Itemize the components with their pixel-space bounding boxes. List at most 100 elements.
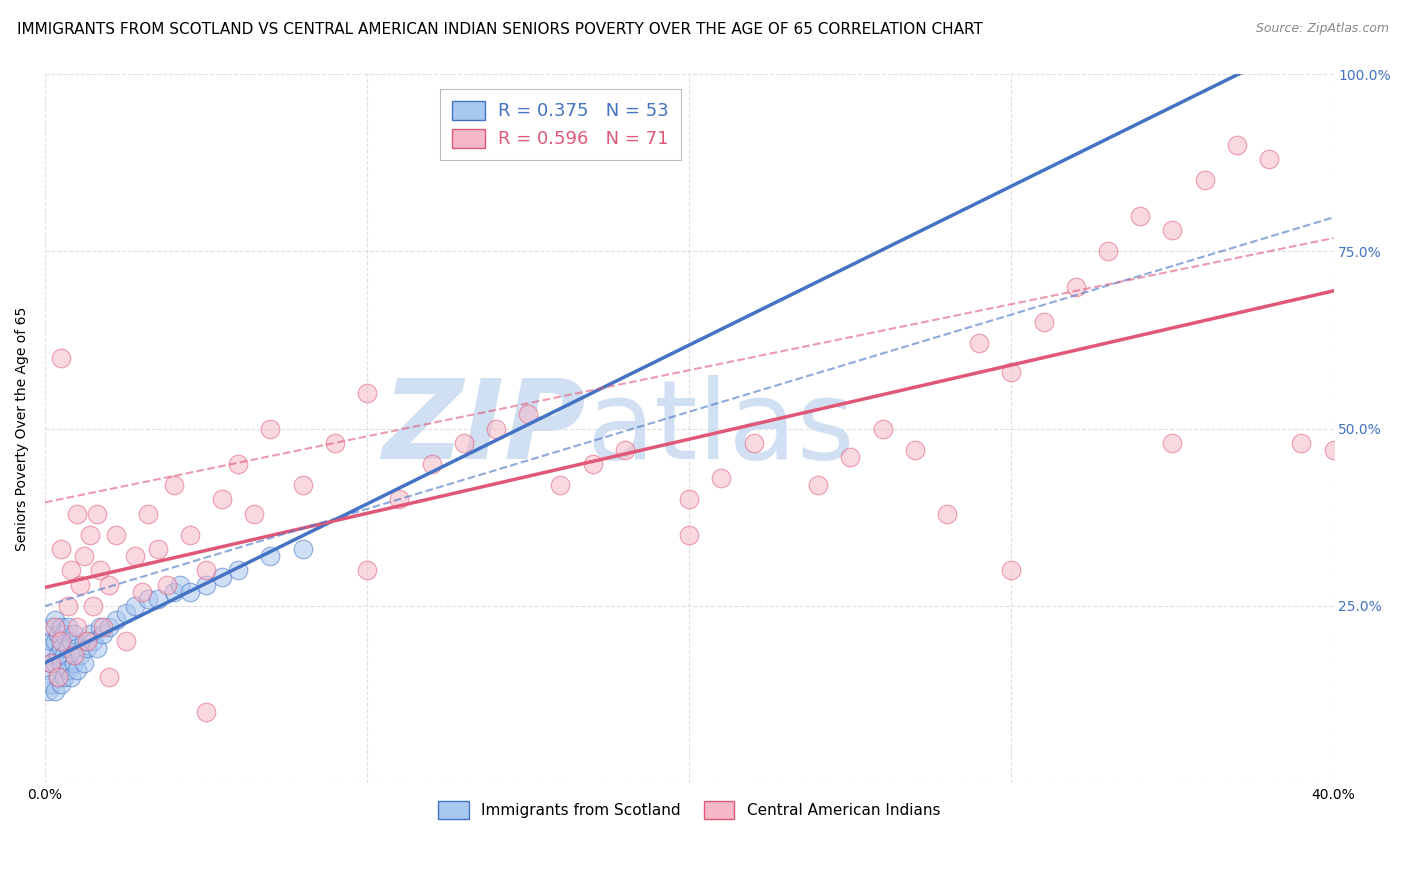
Point <box>76 641 98 656</box>
Point <box>581 457 603 471</box>
Point <box>156 577 179 591</box>
Point <box>420 457 443 471</box>
Point <box>41 656 63 670</box>
Point <box>1322 442 1344 457</box>
Point <box>63 627 86 641</box>
Point <box>1194 173 1216 187</box>
Point <box>49 351 72 365</box>
Point <box>453 435 475 450</box>
Y-axis label: Seniors Poverty Over the Age of 65: Seniors Poverty Over the Age of 65 <box>15 307 30 550</box>
Point <box>56 641 79 656</box>
Point <box>1161 435 1184 450</box>
Point <box>1000 563 1022 577</box>
Point <box>49 641 72 656</box>
Point <box>613 442 636 457</box>
Point <box>195 705 218 719</box>
Point <box>179 584 201 599</box>
Point <box>104 528 127 542</box>
Point <box>243 507 266 521</box>
Point <box>37 663 59 677</box>
Point <box>79 528 101 542</box>
Point <box>388 492 411 507</box>
Point <box>59 670 82 684</box>
Point <box>56 599 79 613</box>
Legend: Immigrants from Scotland, Central American Indians: Immigrants from Scotland, Central Americ… <box>432 795 946 825</box>
Point <box>46 648 69 663</box>
Point <box>69 577 91 591</box>
Point <box>91 620 114 634</box>
Point <box>53 670 76 684</box>
Point <box>678 528 700 542</box>
Point <box>44 634 66 648</box>
Point <box>124 599 146 613</box>
Point <box>44 656 66 670</box>
Point <box>44 613 66 627</box>
Point <box>98 670 121 684</box>
Point <box>291 478 314 492</box>
Point <box>226 457 249 471</box>
Point <box>114 606 136 620</box>
Point <box>56 663 79 677</box>
Point <box>89 563 111 577</box>
Point <box>146 542 169 557</box>
Text: ZIP: ZIP <box>382 375 586 482</box>
Point <box>49 634 72 648</box>
Point <box>98 577 121 591</box>
Point <box>356 386 378 401</box>
Point <box>104 613 127 627</box>
Point <box>1258 152 1281 166</box>
Point <box>226 563 249 577</box>
Point <box>163 478 186 492</box>
Point <box>37 641 59 656</box>
Point <box>211 570 233 584</box>
Point <box>259 421 281 435</box>
Point <box>356 563 378 577</box>
Point <box>98 620 121 634</box>
Point <box>1161 223 1184 237</box>
Point <box>66 620 89 634</box>
Point <box>49 656 72 670</box>
Point <box>76 634 98 648</box>
Point <box>710 471 733 485</box>
Point <box>56 620 79 634</box>
Point <box>46 670 69 684</box>
Point <box>136 591 159 606</box>
Point <box>485 421 508 435</box>
Point <box>114 634 136 648</box>
Point <box>124 549 146 563</box>
Point <box>53 627 76 641</box>
Point <box>49 542 72 557</box>
Point <box>211 492 233 507</box>
Point <box>904 442 927 457</box>
Point <box>41 620 63 634</box>
Point <box>66 507 89 521</box>
Point <box>53 648 76 663</box>
Point <box>291 542 314 557</box>
Point <box>1032 315 1054 329</box>
Point <box>967 336 990 351</box>
Point <box>63 648 86 663</box>
Point <box>1291 435 1313 450</box>
Point <box>82 634 104 648</box>
Point <box>1064 279 1087 293</box>
Point <box>44 620 66 634</box>
Point <box>69 648 91 663</box>
Point <box>66 641 89 656</box>
Point <box>259 549 281 563</box>
Point <box>82 599 104 613</box>
Point <box>41 634 63 648</box>
Point <box>91 627 114 641</box>
Point <box>323 435 346 450</box>
Point <box>807 478 830 492</box>
Point <box>195 563 218 577</box>
Point <box>72 549 94 563</box>
Point <box>136 507 159 521</box>
Point <box>146 591 169 606</box>
Point <box>72 656 94 670</box>
Point <box>79 627 101 641</box>
Point <box>44 684 66 698</box>
Point <box>46 627 69 641</box>
Point <box>72 634 94 648</box>
Point <box>550 478 572 492</box>
Point <box>46 670 69 684</box>
